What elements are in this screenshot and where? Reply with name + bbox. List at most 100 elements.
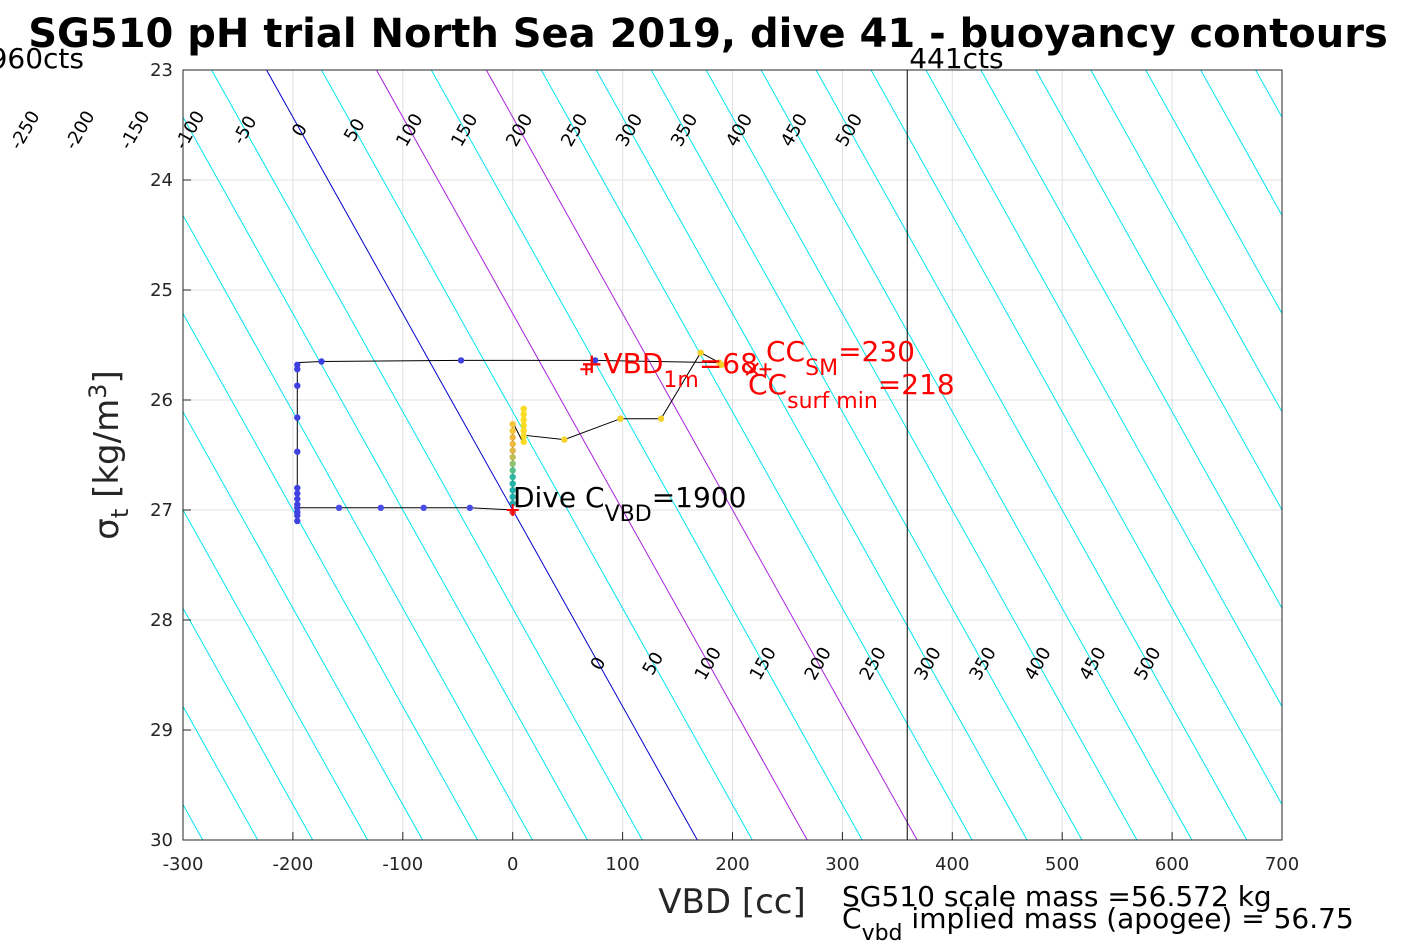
data-point — [657, 415, 665, 422]
x-tick-label: 600 — [1155, 854, 1189, 875]
data-point — [520, 411, 527, 418]
scale-mass-text: SG510 scale mass =56.572 kg — [842, 880, 1272, 913]
contour-label-bottom: 400 — [1020, 644, 1055, 684]
contour-label-top: 0 — [288, 120, 312, 140]
contour-line — [540, 70, 973, 840]
data-point — [294, 361, 301, 368]
contour-label-top: 500 — [832, 110, 867, 150]
contour-line — [1255, 70, 1282, 119]
y-tick-label: 30 — [150, 830, 173, 851]
data-point — [294, 517, 301, 525]
contour-label-bottom: 300 — [910, 644, 945, 684]
data-point — [520, 438, 527, 445]
contour-label-bottom: 450 — [1075, 644, 1110, 684]
data-point — [509, 440, 516, 448]
contour-line — [925, 70, 1282, 708]
data-point — [520, 433, 527, 440]
x-tick-label: 200 — [715, 854, 749, 875]
contour-label-top: -250 — [6, 107, 45, 153]
x-tick-label: 300 — [825, 854, 859, 875]
contour-label-top: 300 — [612, 110, 647, 150]
data-point — [294, 414, 301, 421]
count-line-label: 3960cts — [0, 42, 84, 75]
contour-line — [980, 70, 1282, 610]
contour-line — [321, 70, 753, 840]
contour-line — [0, 70, 93, 840]
x-axis-ticks: -300 -200 -100 0 100 200 300 400 500 600 700 — [163, 832, 1299, 875]
contour-line — [650, 70, 1083, 840]
contour-label-bottom: 350 — [965, 644, 1000, 684]
contour-line — [183, 705, 259, 840]
contour-label-top: -50 — [229, 112, 262, 148]
x-tick-label: -200 — [272, 854, 313, 875]
y-axis-label: σt [kg/m3] — [84, 370, 134, 539]
contour-line — [183, 410, 424, 840]
contour-label-bottom: 100 — [691, 644, 726, 684]
data-point — [318, 358, 325, 365]
contour-label-bottom: 200 — [801, 644, 836, 684]
data-point — [591, 357, 599, 364]
contour-label-top: -100 — [171, 107, 210, 153]
x-tick-label: -300 — [163, 854, 204, 875]
contour-label-bottom: 0 — [586, 654, 610, 674]
data-point — [294, 382, 301, 389]
x-tick-label: 0 — [507, 854, 518, 875]
contour-label-top: 350 — [667, 110, 702, 150]
contour-label-top: 250 — [557, 110, 592, 150]
contour-label-top: -200 — [61, 107, 100, 153]
contour-line — [870, 70, 1282, 806]
data-point — [520, 405, 527, 412]
data-point — [420, 504, 427, 511]
contour-line — [1145, 70, 1282, 315]
data-point — [509, 473, 516, 481]
contour-label-bottom: 50 — [639, 649, 669, 679]
contour-line — [595, 70, 1028, 840]
data-point — [520, 427, 527, 434]
cc-surf-min-annotation: CCsurf min=218 — [748, 368, 955, 414]
data-point — [509, 500, 516, 507]
x-tick-label: 700 — [1265, 854, 1299, 875]
data-point — [466, 504, 474, 511]
x-axis-label: VBD [cc] — [658, 882, 806, 922]
contour-line — [1200, 70, 1282, 217]
contour-label-top: 450 — [777, 110, 812, 150]
y-tick-label: 24 — [150, 170, 173, 191]
contour-label-top: 150 — [447, 110, 482, 150]
markers — [506, 362, 772, 516]
data-point — [509, 493, 516, 500]
y-tick-label: 29 — [150, 720, 173, 741]
contour-labels: -250 -200 -150 -100 -50 0 50 100 150 200 250 300 350… — [6, 107, 1166, 684]
data-point — [509, 421, 516, 428]
contour-line — [815, 70, 1248, 840]
contour-label-bottom: 250 — [855, 644, 890, 684]
data-points — [294, 349, 725, 525]
contour-line — [760, 70, 1193, 840]
y-tick-label: 27 — [150, 500, 173, 521]
buoyancy-contours — [0, 70, 1282, 840]
x-tick-label: -100 — [382, 854, 423, 875]
contour-label-top: 200 — [502, 110, 537, 150]
data-point — [509, 467, 516, 474]
data-point — [294, 448, 301, 455]
data-point — [294, 366, 301, 373]
x-tick-label: 100 — [605, 854, 639, 875]
contour-line — [1035, 70, 1282, 512]
data-point — [457, 357, 465, 364]
plus-marker — [580, 363, 593, 376]
data-point — [509, 487, 516, 494]
contour-line — [183, 508, 369, 840]
data-point — [509, 434, 516, 441]
vbd-1m-annotation: +VBD1m=68 — [580, 347, 758, 393]
data-point — [509, 427, 516, 434]
implied-mass-text: Cvbd implied mass (apogee) = 56.75 — [842, 902, 1354, 945]
x-tick-label: 400 — [935, 854, 969, 875]
data-point — [294, 495, 301, 503]
chart-title: SG510 pH trial North Sea 2019, dive 41 -… — [28, 11, 1388, 57]
data-point — [294, 501, 301, 508]
data-point — [520, 416, 527, 423]
contour-line — [1090, 70, 1282, 413]
data-point — [294, 490, 301, 497]
plus-marker — [506, 504, 519, 516]
data-point — [561, 436, 568, 443]
data-point — [377, 504, 385, 511]
